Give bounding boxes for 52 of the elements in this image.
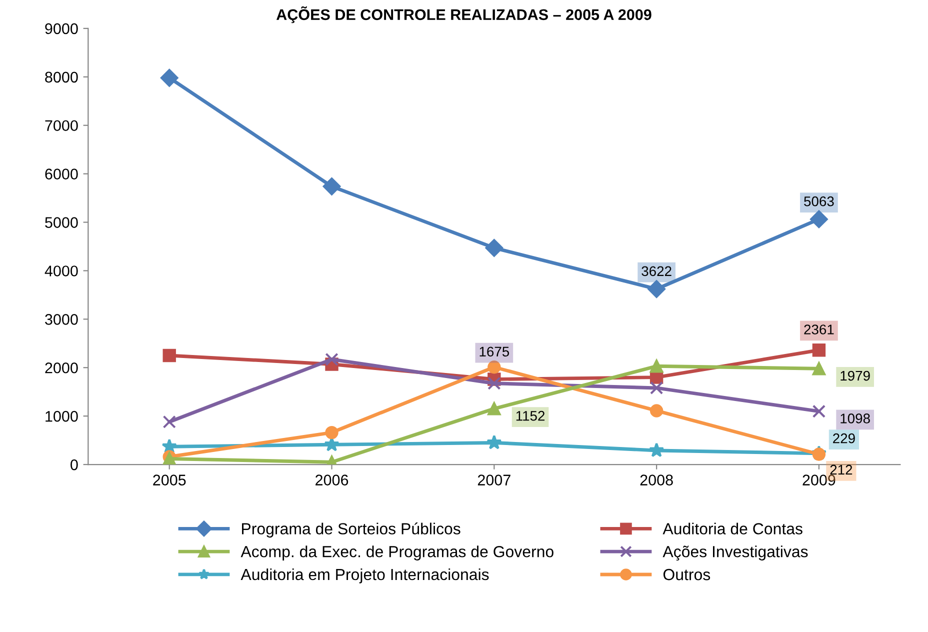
legend-label: Auditoria de Contas	[662, 522, 802, 534]
y-tick-label: 5000	[45, 217, 78, 228]
data-label: 3622	[642, 266, 672, 276]
point	[648, 442, 664, 458]
point	[322, 177, 341, 196]
point	[812, 362, 826, 376]
point	[485, 239, 504, 257]
data-label: 1152	[516, 410, 545, 421]
point	[325, 426, 338, 440]
x-tick-label: 2009	[802, 474, 836, 486]
legend-label: Ações Investigativas	[662, 546, 808, 561]
data-label: 229	[833, 433, 855, 444]
legend-label: Auditoria em Projeto Internacionais	[240, 568, 489, 584]
point	[325, 352, 338, 366]
y-tick-label: 1000	[46, 410, 78, 422]
point	[160, 68, 178, 87]
point	[488, 402, 501, 416]
point	[812, 344, 826, 357]
point	[650, 360, 664, 373]
data-label: 2361	[804, 324, 834, 334]
point	[650, 381, 664, 395]
point	[162, 415, 176, 428]
point	[488, 376, 501, 390]
data-label: 1675	[480, 346, 510, 357]
x-tick-label: 2008	[640, 474, 673, 486]
point	[162, 348, 176, 362]
y-tick-label: 2000	[45, 362, 78, 374]
x-tick-label: 2007	[478, 474, 510, 486]
y-tick-label: 4000	[44, 266, 78, 276]
x-tick-label: 2006	[316, 474, 348, 486]
legend-label: Outros	[663, 568, 710, 580]
point	[486, 434, 502, 450]
legend-label: Programa de Sorteios Públicos	[242, 522, 460, 538]
y-tick-label: 8000	[45, 72, 78, 83]
y-tick-label: 7000	[45, 120, 78, 132]
y-tick-label: 9000	[45, 23, 78, 34]
data-label: 1979	[840, 370, 870, 381]
y-tick-label: 0	[70, 459, 78, 470]
legend-label: Acomp. da Exec. de Programas de Governo	[240, 546, 554, 560]
data-label: 5063	[804, 196, 834, 206]
point	[648, 280, 666, 298]
data-label: 212	[830, 464, 852, 475]
data-label: 1098	[840, 414, 870, 424]
point	[812, 404, 826, 418]
point	[810, 210, 828, 228]
chart-title: AÇÕES DE CONTROLE REALIZADAS – 2005 A 2009	[276, 6, 652, 24]
y-tick-label: 3000	[45, 314, 78, 325]
point	[650, 404, 664, 418]
point	[488, 360, 501, 374]
point	[812, 448, 826, 461]
y-tick-label: 6000	[45, 168, 78, 180]
x-tick-label: 2005	[153, 474, 186, 486]
